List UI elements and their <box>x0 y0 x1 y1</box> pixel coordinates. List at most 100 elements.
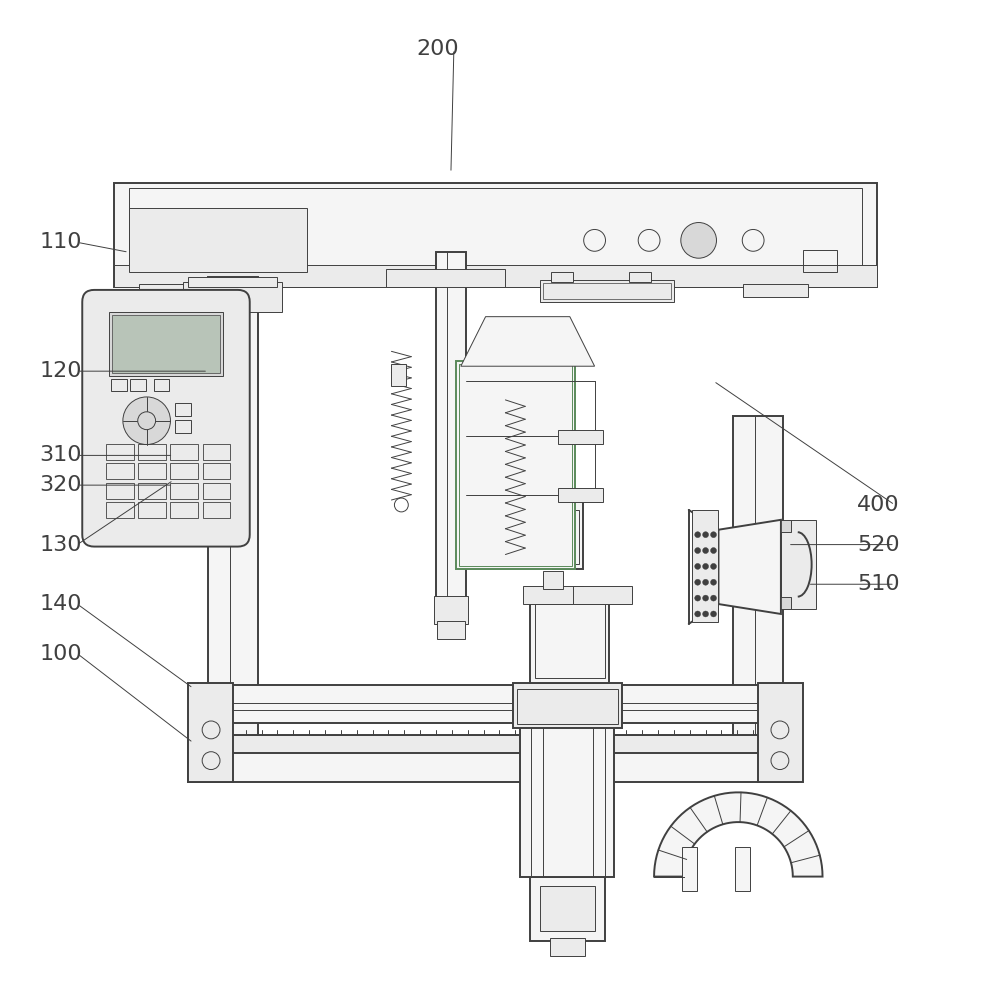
Bar <box>112 315 220 373</box>
Bar <box>106 444 134 460</box>
Circle shape <box>711 532 716 538</box>
Bar <box>735 847 750 891</box>
Circle shape <box>703 611 709 617</box>
Bar <box>114 183 877 287</box>
Text: 400: 400 <box>857 495 900 515</box>
Bar <box>188 735 798 753</box>
Circle shape <box>711 548 716 554</box>
Bar <box>778 597 791 609</box>
Circle shape <box>711 611 716 617</box>
Bar <box>558 488 603 502</box>
Bar <box>130 379 146 391</box>
Circle shape <box>703 532 709 538</box>
Circle shape <box>703 563 709 569</box>
Bar <box>553 500 583 569</box>
Bar <box>170 463 198 479</box>
Bar <box>154 379 169 391</box>
Bar <box>106 483 134 499</box>
Bar <box>188 277 277 287</box>
Circle shape <box>703 595 709 601</box>
Bar <box>557 510 579 564</box>
Circle shape <box>695 611 701 617</box>
Bar <box>530 877 605 941</box>
Polygon shape <box>461 317 595 366</box>
Circle shape <box>695 548 701 554</box>
Bar <box>540 886 595 931</box>
Bar <box>183 282 282 312</box>
Circle shape <box>681 223 716 258</box>
Bar <box>203 463 230 479</box>
Bar <box>781 520 816 609</box>
Bar <box>208 277 258 753</box>
Circle shape <box>711 563 716 569</box>
Bar <box>386 269 505 287</box>
Bar <box>391 364 406 386</box>
Bar <box>437 621 465 639</box>
Bar <box>139 284 203 297</box>
Bar <box>543 571 563 589</box>
Bar <box>111 379 127 391</box>
Text: 520: 520 <box>857 535 900 555</box>
Text: 510: 510 <box>857 574 900 594</box>
Bar <box>203 502 230 518</box>
Text: 100: 100 <box>40 644 82 664</box>
Bar <box>733 416 783 753</box>
Bar <box>436 252 466 599</box>
Circle shape <box>695 532 701 538</box>
Polygon shape <box>654 792 823 877</box>
Bar <box>459 364 572 566</box>
Bar <box>170 483 198 499</box>
Bar <box>535 604 605 678</box>
Bar <box>573 586 632 604</box>
Bar <box>778 520 791 532</box>
Bar <box>743 284 808 297</box>
Polygon shape <box>718 520 781 614</box>
Bar <box>203 483 230 499</box>
Bar <box>203 444 230 460</box>
Bar <box>434 596 468 624</box>
Bar <box>170 502 198 518</box>
Bar <box>175 420 191 433</box>
Bar <box>129 188 862 272</box>
Bar <box>170 444 198 460</box>
Text: 310: 310 <box>40 445 82 465</box>
Bar <box>558 430 603 444</box>
Bar <box>540 280 674 302</box>
Bar <box>106 502 134 518</box>
Bar <box>139 463 166 479</box>
Bar <box>109 312 223 376</box>
Circle shape <box>703 579 709 585</box>
Bar <box>139 444 166 460</box>
Bar <box>139 483 166 499</box>
Bar <box>139 502 166 518</box>
Bar <box>523 586 583 604</box>
Bar <box>106 463 134 479</box>
Circle shape <box>138 412 156 430</box>
Circle shape <box>711 579 716 585</box>
Bar <box>629 272 651 282</box>
Bar <box>198 685 798 723</box>
Bar <box>188 748 798 782</box>
Circle shape <box>703 548 709 554</box>
Bar <box>129 208 307 272</box>
Text: 140: 140 <box>40 594 82 614</box>
Bar <box>758 683 803 782</box>
Bar <box>520 718 614 877</box>
Text: 110: 110 <box>40 232 82 252</box>
Bar <box>456 361 575 569</box>
Bar <box>803 250 837 272</box>
Bar <box>517 689 618 724</box>
Bar <box>513 683 622 728</box>
FancyBboxPatch shape <box>82 290 250 547</box>
Bar <box>682 847 697 891</box>
Circle shape <box>123 397 170 445</box>
Text: 200: 200 <box>416 39 459 59</box>
Bar <box>551 272 573 282</box>
Circle shape <box>695 563 701 569</box>
Text: 120: 120 <box>40 361 82 381</box>
Bar <box>114 265 877 287</box>
Text: 130: 130 <box>40 535 82 555</box>
Bar <box>543 283 671 299</box>
Bar <box>561 455 574 500</box>
Bar <box>175 403 191 416</box>
